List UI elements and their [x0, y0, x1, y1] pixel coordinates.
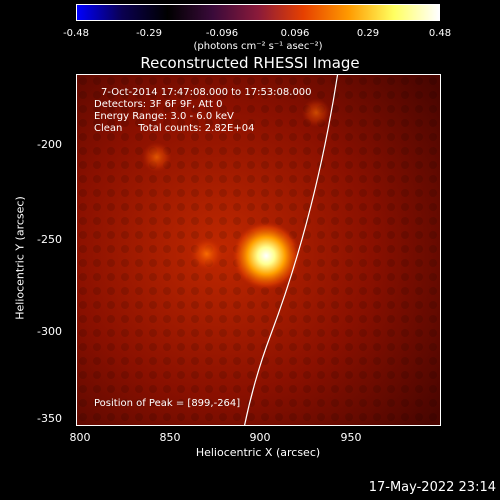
- y-tick-label: -250: [37, 233, 62, 246]
- x-tick-label: 850: [159, 431, 181, 444]
- detectors-text: Detectors: 3F 6F 9F, Att 0: [94, 99, 223, 110]
- colorbar: [76, 4, 440, 21]
- x-axis-label: Heliocentric X (arcsec): [195, 446, 321, 459]
- secondary-source: [190, 237, 223, 271]
- y-axis-label: Heliocentric Y (arcsec): [13, 196, 27, 320]
- energy-range-text: Energy Range: 3.0 - 6.0 keV: [94, 111, 234, 122]
- x-tick-label: 900: [249, 431, 271, 444]
- colorbar-tick: 0.29: [356, 28, 380, 39]
- plot-frame: [76, 74, 441, 426]
- secondary-source: [141, 142, 172, 173]
- x-tick-label: 950: [340, 431, 362, 444]
- colorbar-tick: -0.096: [205, 28, 239, 39]
- image-canvas: [76, 74, 441, 426]
- y-tick-label: -300: [37, 325, 62, 338]
- peak-source: [232, 221, 301, 290]
- colorbar-tick: -0.48: [63, 28, 89, 39]
- rhessi-image: [76, 74, 441, 426]
- y-tick-label: -200: [37, 138, 62, 151]
- secondary-source: [301, 98, 331, 127]
- colorbar-tick: 0.48: [428, 28, 452, 39]
- colorbar-units: (photons cm⁻² s⁻¹ asec⁻²): [193, 41, 323, 52]
- time-range-text: 7-Oct-2014 17:47:08.000 to 17:53:08.000: [101, 87, 312, 98]
- y-tick-label: -350: [37, 412, 62, 425]
- timestamp: 17-May-2022 23:14: [368, 480, 496, 495]
- colorbar-tick: -0.29: [136, 28, 162, 39]
- x-tick-label: 800: [69, 431, 91, 444]
- image-title: Reconstructed RHESSI Image: [140, 54, 360, 72]
- colorbar-tick: 0.096: [280, 28, 310, 39]
- peak-position-text: Position of Peak = [899,-264]: [94, 398, 241, 409]
- solar-limb-line: [243, 74, 339, 426]
- clean-counts-text: Clean Total counts: 2.82E+04: [94, 123, 255, 134]
